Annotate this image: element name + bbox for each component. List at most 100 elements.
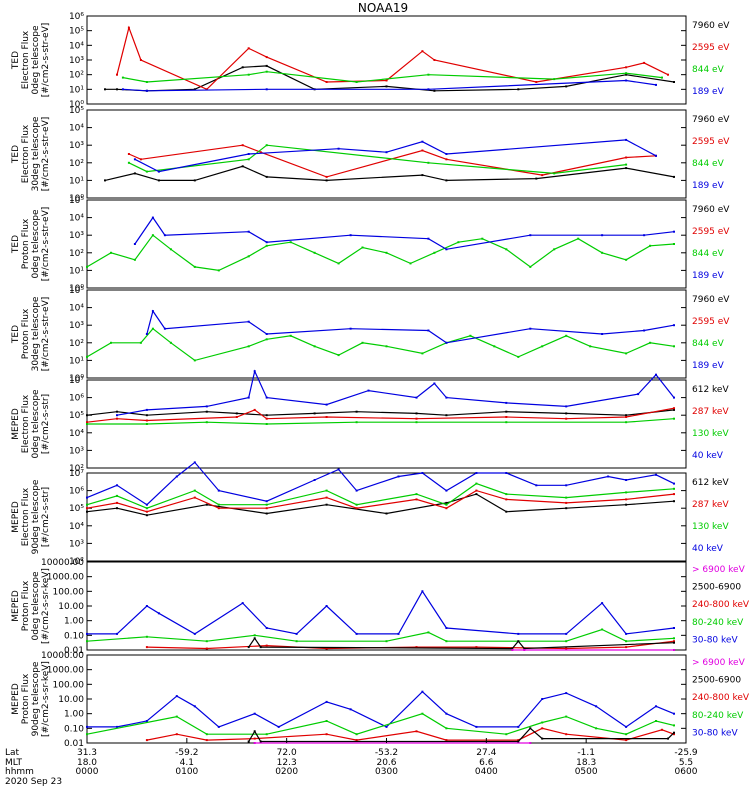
data-point xyxy=(116,414,118,417)
data-point xyxy=(205,405,208,408)
data-point xyxy=(205,503,208,506)
y-tick-label: 10² xyxy=(69,339,84,349)
data-point xyxy=(475,472,478,474)
legend-entry: 2595 eV xyxy=(692,43,730,53)
data-point xyxy=(265,417,268,420)
data-point xyxy=(625,640,628,643)
data-point xyxy=(355,421,358,424)
data-point xyxy=(427,329,430,332)
data-point xyxy=(193,179,196,182)
y-tick-label: 10⁵ xyxy=(69,27,84,37)
data-point xyxy=(116,410,118,413)
data-point xyxy=(337,147,340,150)
data-point xyxy=(325,403,328,406)
data-point xyxy=(415,646,418,649)
legend-entry: > 6900 keV xyxy=(692,565,746,575)
data-point xyxy=(427,73,430,76)
data-point xyxy=(247,740,250,743)
data-point xyxy=(253,637,256,640)
panel-4: 10⁰ 10¹ 10² 10³ 10⁴ 10⁵ TED Proton Flux 30deg te… xyxy=(11,286,730,384)
data-point xyxy=(541,727,544,730)
data-point xyxy=(193,489,196,492)
data-point xyxy=(145,739,148,742)
data-point xyxy=(529,234,532,237)
data-point xyxy=(247,345,250,348)
data-point xyxy=(565,632,568,635)
data-point xyxy=(175,695,178,698)
data-point xyxy=(625,503,628,506)
data-point xyxy=(355,410,358,413)
data-point xyxy=(625,156,628,159)
data-point xyxy=(445,414,448,417)
data-point xyxy=(475,482,478,485)
data-point xyxy=(127,153,130,155)
data-point xyxy=(247,255,250,258)
data-point xyxy=(265,333,268,335)
y-tick-label: 10.00 xyxy=(58,602,84,612)
y-axis-label-line: Proton Flux xyxy=(21,580,31,631)
data-point xyxy=(247,396,250,399)
x-tick-label-hhmm: 0200 xyxy=(275,767,298,777)
data-point xyxy=(625,733,628,736)
data-point xyxy=(367,389,370,392)
data-point xyxy=(415,493,418,496)
y-axis-label-line: 0deg telescope xyxy=(31,25,41,95)
series-line xyxy=(86,234,675,272)
y-tick-label: 1.00 xyxy=(64,710,84,720)
data-point xyxy=(217,507,220,510)
panel-3: 10⁰ 10¹ 10² 10³ 10⁴ 10⁵ TED Proton Flux 0deg tel… xyxy=(11,196,730,294)
x-tick-label-lat: -59.2 xyxy=(175,748,198,758)
data-point xyxy=(355,507,358,510)
y-axis-label-line: Electron Flux xyxy=(21,394,31,453)
data-point xyxy=(445,396,448,399)
y-axis-label: TED Electron Flux 0deg telescope [#/cm2-s-s… xyxy=(11,23,51,98)
data-point xyxy=(265,241,268,244)
data-point xyxy=(529,265,532,268)
y-axis-label-line: 0deg telescope xyxy=(31,209,41,279)
data-point xyxy=(86,640,88,643)
data-point xyxy=(247,47,250,50)
data-point xyxy=(253,737,256,740)
data-point xyxy=(355,489,358,492)
data-point xyxy=(415,730,418,733)
data-point xyxy=(625,167,628,170)
data-point xyxy=(625,163,628,166)
legend-entry: 287 keV xyxy=(692,407,729,417)
data-point xyxy=(86,503,88,506)
data-point xyxy=(145,81,148,83)
y-tick-label: 0.10 xyxy=(64,724,84,734)
data-point xyxy=(325,733,328,736)
data-point xyxy=(133,258,136,261)
data-point xyxy=(110,251,112,254)
data-point xyxy=(217,725,220,728)
data-point xyxy=(116,725,118,728)
data-point xyxy=(655,373,657,376)
data-point xyxy=(493,345,496,348)
data-point xyxy=(505,733,508,736)
panel-7: 0.010.101.0010.00100.001000.0010000.00ME… xyxy=(11,558,750,656)
y-tick-label: 1.00 xyxy=(64,617,84,627)
series-line xyxy=(128,144,627,175)
y-tick-label: 1000.00 xyxy=(47,666,84,676)
data-point xyxy=(235,416,238,418)
data-point xyxy=(355,733,358,736)
legend-entry: 7960 eV xyxy=(692,21,730,31)
data-point xyxy=(541,174,544,177)
data-point xyxy=(265,414,268,417)
data-point xyxy=(673,230,675,233)
data-point xyxy=(116,73,118,76)
data-point xyxy=(415,498,418,501)
data-point xyxy=(355,739,358,742)
data-point xyxy=(265,423,268,425)
data-point xyxy=(601,234,604,237)
data-point xyxy=(86,632,88,635)
data-point xyxy=(205,421,208,424)
data-point xyxy=(325,416,328,418)
data-point xyxy=(445,507,448,510)
data-point xyxy=(673,345,675,348)
data-point xyxy=(355,632,358,635)
x-tick-label-lat: 27.4 xyxy=(476,748,496,758)
legend-entry: 189 eV xyxy=(692,361,725,371)
data-point xyxy=(517,740,520,743)
